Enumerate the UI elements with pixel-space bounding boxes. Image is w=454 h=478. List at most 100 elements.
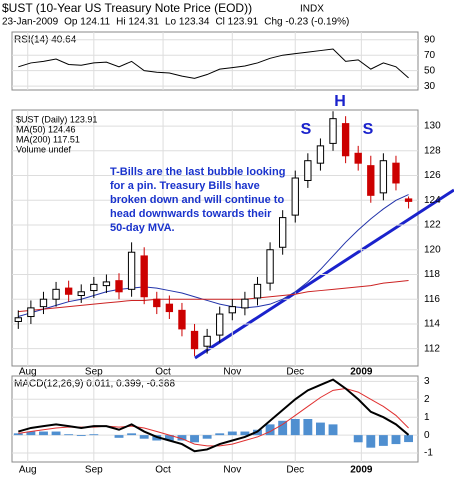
candle-body	[77, 291, 85, 297]
macd-histogram-bar	[177, 435, 187, 441]
macd-histogram-bar	[164, 435, 174, 441]
candle-body	[367, 165, 375, 196]
x-tick-label: Aug	[19, 465, 37, 476]
y-tick-label: 120	[424, 244, 441, 255]
quote-field: Cl 123.91	[215, 17, 258, 28]
annotation: head downwards towards their	[110, 208, 272, 220]
macd-histogram-bar	[139, 435, 149, 439]
macd-histogram-bar	[391, 435, 401, 445]
quote-field: Op 124.11	[64, 17, 110, 28]
y-tick-label: 114	[424, 319, 440, 330]
candle-body	[241, 298, 249, 309]
macd-histogram-bar	[240, 431, 250, 436]
y-tick-label: 30	[424, 81, 436, 92]
quote-field: Lo 123.34	[165, 17, 210, 28]
candle-body	[165, 303, 174, 313]
macd-histogram-bar	[127, 433, 137, 436]
y-tick-label: 3	[424, 376, 430, 387]
y-tick-label: 130	[424, 121, 441, 132]
quote-field: 23-Jan-2009	[2, 17, 59, 28]
annotation: T-Bills are the last bubble looking	[110, 166, 285, 178]
y-tick-label: 90	[424, 34, 436, 45]
macd-histogram-bar	[303, 419, 313, 436]
legend-entry: Volume undef	[16, 144, 72, 154]
y-tick-label: 128	[424, 145, 441, 156]
candle-body	[329, 118, 337, 144]
annotation: 50-day MVA.	[110, 222, 175, 234]
annotation: broken down and will continue to	[110, 194, 284, 206]
candle-body	[291, 177, 299, 216]
candle-body	[14, 317, 22, 322]
candle-body	[27, 307, 35, 318]
candle-body	[304, 160, 312, 181]
ma-line	[18, 194, 409, 318]
candle-body	[64, 287, 73, 295]
macd-histogram-bar	[114, 435, 124, 438]
exchange: INDX	[300, 4, 324, 15]
annotation: for a pin. Treasury Bills have	[110, 180, 260, 192]
y-tick-label: 116	[424, 294, 440, 305]
chart-title: $UST (10-Year US Treasury Note Price (EO…	[2, 1, 252, 15]
candle-body	[216, 313, 224, 336]
macd-histogram-bar	[13, 433, 23, 436]
candle-body	[379, 160, 388, 194]
candle-body	[278, 217, 287, 248]
candle-body	[404, 198, 413, 202]
macd-histogram-bar	[328, 424, 338, 436]
macd-histogram-bar	[227, 431, 237, 436]
rsi-line	[18, 48, 409, 79]
y-tick-label: -1	[424, 448, 433, 459]
candle-body	[354, 152, 362, 164]
macd-histogram-bar	[353, 435, 363, 443]
macd-histogram-bar	[89, 434, 99, 436]
macd-histogram-bar	[265, 424, 275, 436]
macd-histogram-bar	[278, 420, 288, 436]
macd-histogram-bar	[378, 435, 388, 446]
x-tick-label: Nov	[223, 367, 241, 378]
y-tick-label: 2	[424, 394, 430, 405]
candle-body	[90, 283, 98, 292]
price-panel	[11, 109, 419, 367]
quote-field: Chg -0.23 (-0.19%)	[264, 17, 349, 28]
candle-body	[140, 255, 148, 298]
x-tick-label: Oct	[155, 367, 171, 378]
macd-histogram-bar	[404, 435, 413, 443]
candle-body	[115, 280, 123, 293]
candle-body	[153, 298, 161, 308]
candle-body	[203, 335, 211, 347]
ma-line	[18, 280, 409, 313]
pattern-label: S	[301, 121, 312, 138]
candle-body	[253, 283, 262, 299]
quote-field: Hi 124.31	[116, 17, 159, 28]
pattern-label: H	[334, 93, 346, 110]
macd-histogram-bar	[366, 435, 376, 448]
macd-histogram-bar	[26, 431, 36, 436]
macd-histogram-bar	[39, 431, 48, 436]
candle-body	[316, 145, 325, 164]
macd-histogram-bar	[215, 433, 225, 436]
x-tick-label: Dec	[286, 465, 304, 476]
x-tick-label: Sep	[85, 367, 103, 378]
y-tick-label: 124	[424, 195, 441, 206]
y-tick-label: 118	[424, 269, 440, 280]
y-tick-label: 0	[424, 430, 430, 441]
macd-label: MACD(12,26,9) 0.011, 0.399, -0.388	[14, 379, 175, 390]
macd-histogram-bar	[190, 435, 199, 443]
candle-body	[127, 251, 136, 290]
y-tick-label: 122	[424, 220, 441, 231]
candle-body	[102, 281, 111, 287]
y-tick-label: 126	[424, 170, 441, 181]
macd-histogram-bar	[290, 419, 300, 436]
candle-body	[266, 249, 274, 284]
legend-entry: MA(200) 117.51	[16, 134, 80, 144]
x-tick-label: 2009	[350, 367, 373, 378]
y-tick-label: 70	[424, 50, 436, 61]
macd-histogram-bar	[202, 435, 212, 439]
candle-body	[341, 123, 350, 157]
macd-line	[18, 378, 410, 453]
candle-body	[178, 309, 186, 330]
legend-entry: MA(50) 124.46	[16, 124, 76, 134]
y-tick-label: 112	[424, 343, 440, 354]
x-tick-label: Oct	[155, 465, 171, 476]
